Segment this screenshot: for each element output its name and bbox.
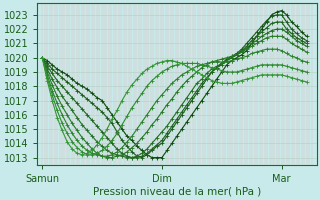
X-axis label: Pression niveau de la mer( hPa ): Pression niveau de la mer( hPa ) — [93, 187, 261, 197]
